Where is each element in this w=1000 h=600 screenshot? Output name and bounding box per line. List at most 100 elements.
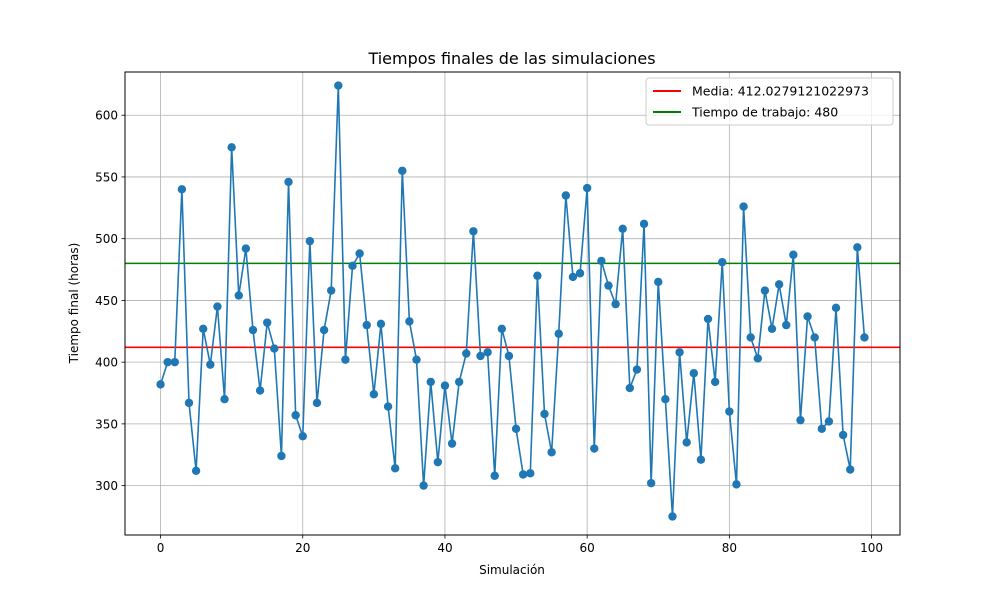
- series-line: [159, 84, 866, 518]
- data-point: [654, 277, 663, 287]
- data-point: [312, 398, 322, 408]
- y-tick-label: 450: [95, 294, 118, 308]
- x-tick-label: 60: [580, 541, 595, 555]
- x-tick-label: 0: [157, 541, 165, 555]
- data-point: [838, 430, 848, 440]
- data-point: [561, 191, 571, 200]
- data-point: [241, 244, 251, 253]
- data-point: [703, 314, 713, 324]
- data-point: [625, 383, 635, 393]
- data-point: [504, 351, 514, 361]
- data-point: [789, 250, 798, 259]
- data-point: [547, 448, 556, 457]
- data-point: [554, 329, 563, 338]
- data-point: [718, 257, 727, 267]
- data-point: [511, 424, 521, 434]
- data-point: [213, 302, 222, 311]
- data-point: [646, 478, 656, 488]
- data-point: [170, 357, 179, 367]
- data-point: [341, 355, 350, 364]
- x-tick-label: 80: [722, 541, 737, 555]
- data-point: [540, 409, 549, 419]
- data-point: [462, 349, 471, 358]
- legend-label-media: Media: 412.0279121022973: [692, 84, 869, 99]
- x-axis-label: Simulación: [479, 563, 545, 577]
- data-point: [853, 243, 862, 252]
- data-point: [476, 351, 485, 361]
- plot-frame: [124, 71, 901, 536]
- legend: Media: 412.0279121022973 Tiempo de traba…: [645, 77, 894, 126]
- data-point: [817, 424, 826, 434]
- data-point: [575, 269, 585, 278]
- x-axis-ticks: 0 20 40 60 80 100: [157, 535, 883, 555]
- data-point: [582, 183, 592, 193]
- data-point: [860, 333, 869, 342]
- data-point: [177, 185, 187, 194]
- chart-title: Tiempos finales de las simulaciones: [367, 49, 655, 68]
- data-point: [767, 324, 777, 334]
- data-point: [334, 81, 343, 90]
- data-point: [760, 286, 770, 295]
- x-tick-label: 40: [437, 541, 452, 555]
- y-tick-label: 500: [95, 232, 118, 246]
- data-point: [277, 451, 286, 461]
- data-point: [298, 432, 307, 441]
- data-point: [447, 439, 457, 448]
- data-point: [291, 411, 300, 420]
- data-point: [454, 377, 464, 387]
- data-point: [220, 394, 229, 404]
- y-tick-label: 400: [95, 356, 118, 370]
- x-tick-label: 100: [860, 541, 883, 555]
- data-point: [497, 324, 507, 334]
- data-point: [568, 272, 578, 282]
- data-point: [526, 469, 535, 478]
- data-point: [319, 325, 329, 335]
- data-point: [234, 291, 243, 300]
- data-point: [831, 303, 841, 313]
- y-tick-label: 600: [95, 109, 118, 123]
- data-point: [796, 415, 805, 425]
- data-point: [227, 143, 236, 152]
- data-point: [191, 466, 201, 475]
- data-point: [725, 407, 734, 416]
- data-point: [810, 333, 819, 342]
- data-point: [284, 177, 293, 187]
- data-point: [661, 394, 670, 404]
- data-point: [184, 398, 194, 408]
- data-point: [270, 344, 279, 353]
- data-point: [824, 417, 834, 426]
- y-axis-label: Tiempo final (horas): [67, 243, 81, 365]
- y-axis-ticks: 300 350 400 450 500 550 600: [95, 109, 125, 493]
- data-point: [433, 457, 443, 467]
- data-point: [518, 470, 528, 479]
- data-point: [668, 512, 677, 521]
- data-point: [348, 261, 357, 271]
- data-point: [483, 348, 492, 357]
- y-tick-label: 300: [95, 479, 118, 493]
- data-point: [739, 202, 748, 211]
- data-point: [419, 481, 428, 490]
- data-point: [326, 286, 336, 295]
- data-point: [682, 438, 691, 447]
- data-point: [597, 256, 606, 266]
- y-tick-label: 350: [95, 417, 118, 431]
- data-point: [412, 355, 421, 364]
- data-point: [405, 317, 414, 326]
- data-point: [774, 280, 784, 289]
- data-point: [248, 325, 258, 335]
- data-point: [263, 318, 272, 327]
- data-point: [689, 369, 699, 378]
- data-point: [469, 227, 478, 236]
- data-point: [490, 471, 499, 480]
- data-point: [675, 348, 684, 357]
- data-point: [362, 320, 371, 330]
- data-point: [369, 390, 379, 399]
- data-point: [305, 236, 315, 246]
- data-point: [639, 219, 649, 229]
- reference-lines: [125, 262, 900, 349]
- y-tick-label: 550: [95, 170, 118, 184]
- data-point: [611, 299, 620, 309]
- data-point: [782, 320, 791, 330]
- grid: [125, 72, 900, 535]
